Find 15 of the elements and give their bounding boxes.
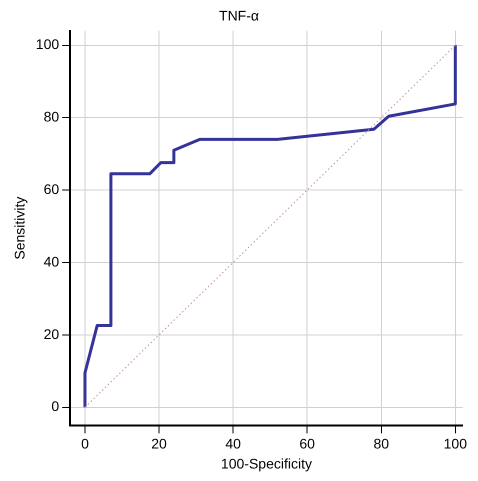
x-tick-label: 20 (151, 436, 168, 452)
x-axis-title: 100-Specificity (220, 455, 312, 472)
x-tick-label: 60 (299, 436, 316, 452)
y-tick-label: 20 (44, 326, 60, 342)
y-tick-label: 40 (44, 253, 60, 270)
y-tick-label: 100 (36, 36, 60, 52)
y-axis-title: Sensitivity (11, 196, 28, 260)
x-tick-label: 0 (81, 436, 90, 452)
x-tick-label: 80 (373, 436, 390, 452)
x-tick-label: 100 (444, 436, 468, 452)
y-tick-label: 0 (51, 398, 60, 414)
x-tick-label: 40 (225, 436, 242, 452)
y-tick-label: 80 (44, 108, 60, 125)
y-tick-label: 60 (44, 180, 60, 197)
chart-title: TNF-α (219, 7, 259, 24)
